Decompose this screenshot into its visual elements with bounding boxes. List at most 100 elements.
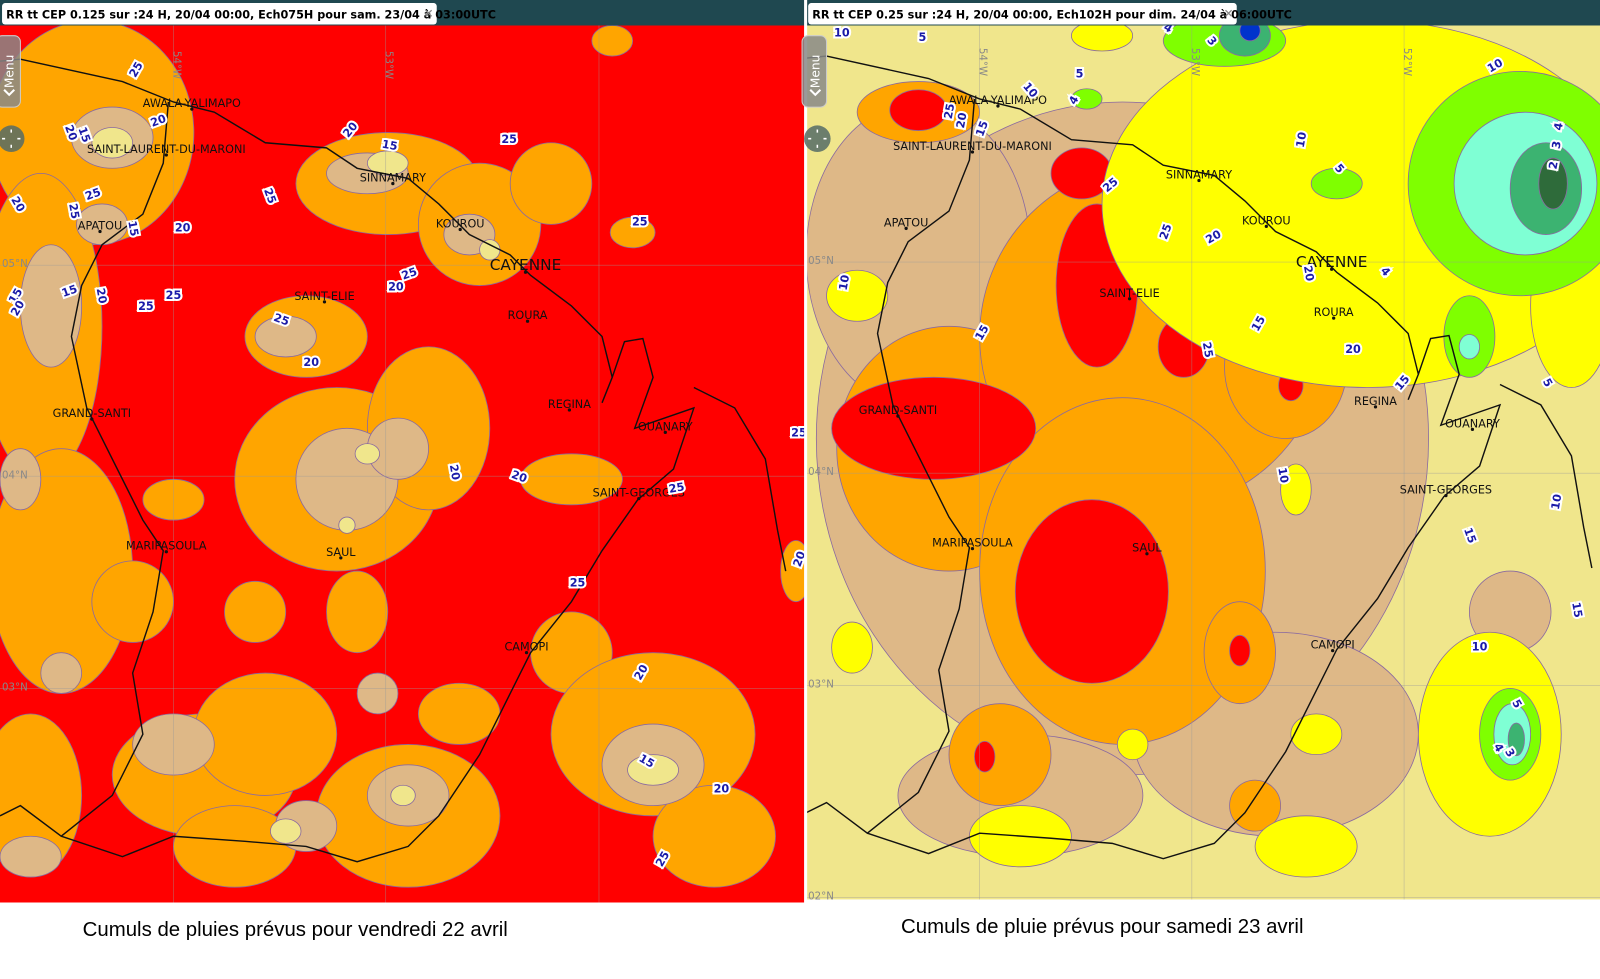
rain-area xyxy=(1071,88,1103,110)
place-label: ROURA xyxy=(1314,306,1354,319)
panel-divider xyxy=(804,0,808,903)
contour-label: 15 xyxy=(381,138,399,154)
border-line xyxy=(693,386,787,572)
place-dot xyxy=(1145,552,1149,556)
place-dot xyxy=(90,417,94,421)
border-line xyxy=(60,337,696,863)
rain-area xyxy=(338,516,356,534)
place-dot xyxy=(458,227,462,232)
rain-area xyxy=(1239,25,1261,42)
place-dot xyxy=(663,430,667,435)
grid-label: 53°W xyxy=(383,51,394,79)
contour-label: 10 xyxy=(1294,131,1310,149)
place-dot xyxy=(525,319,530,323)
menu-label[interactable]: Menu xyxy=(2,55,16,89)
place-label: OUANARY xyxy=(1445,417,1500,430)
rain-area xyxy=(91,560,174,643)
place-label: CAMOPI xyxy=(1311,639,1355,652)
place-label: AWALA-YALIMAPO xyxy=(949,94,1047,107)
contour-label: 20 xyxy=(175,221,191,234)
place-label: KOUROU xyxy=(1242,214,1291,227)
contour-label: 20 xyxy=(303,356,319,369)
rain-area xyxy=(831,376,1037,480)
contour-label: 25 xyxy=(668,480,686,496)
menu-chevron xyxy=(3,89,16,97)
place-dot xyxy=(567,408,572,412)
grid-label: 02°N xyxy=(808,891,834,902)
pan-control[interactable] xyxy=(0,125,25,152)
contour-label: 5 xyxy=(919,31,927,44)
rain-area xyxy=(1280,463,1312,516)
close-icon[interactable] xyxy=(1225,9,1233,17)
map-left: 54°W 53°W 05°N 04°N 03°N AWALA-YALIMAPO SAINT-… xyxy=(0,25,807,903)
border-line xyxy=(826,55,1420,401)
rain-area xyxy=(1458,334,1481,360)
place-dot xyxy=(896,414,900,418)
rain-area xyxy=(1507,722,1525,757)
menu-label[interactable]: Menu xyxy=(808,55,822,89)
grid-label: 54°W xyxy=(170,51,181,79)
place-label: SINNAMARY xyxy=(360,172,426,185)
place-dot xyxy=(190,107,194,111)
rain-area xyxy=(520,453,623,506)
place-label: REGINA xyxy=(548,398,591,411)
rain-area xyxy=(826,269,889,322)
border-line xyxy=(1499,383,1593,569)
caption: Cumuls de pluie prévus pour samedi 23 av… xyxy=(901,916,1303,938)
contour-label: 20 xyxy=(1301,265,1317,283)
contour-label: 15 xyxy=(125,220,141,238)
rain-area xyxy=(1310,167,1363,200)
place-label: REGINA xyxy=(1354,395,1397,408)
contour-label: 20 xyxy=(954,111,970,129)
contour-label: 25 xyxy=(570,576,586,589)
rain-area xyxy=(356,672,399,715)
grid-label: 04°N xyxy=(2,470,28,481)
close-icon[interactable] xyxy=(425,9,433,17)
rain-area xyxy=(91,127,134,159)
rain-area xyxy=(417,682,501,745)
place-dot xyxy=(164,153,168,157)
pan-arrows xyxy=(2,129,21,148)
rain-area xyxy=(254,315,317,358)
rain-area xyxy=(652,784,776,888)
rain-area xyxy=(40,652,83,694)
menu-tab[interactable] xyxy=(0,35,21,108)
rain-area xyxy=(1254,815,1358,878)
contour-label: 20 xyxy=(94,287,110,305)
place-dot xyxy=(98,229,102,234)
rain-area xyxy=(1538,157,1568,210)
border-line xyxy=(0,101,170,838)
place-label: OUANARY xyxy=(638,420,693,433)
contour-label: 25 xyxy=(942,102,958,120)
place-dot xyxy=(1264,224,1268,229)
grid-label: 54°W xyxy=(977,48,988,76)
title-tab xyxy=(2,3,437,25)
menu-tab[interactable] xyxy=(801,35,828,108)
grid-label: 04°N xyxy=(808,467,834,478)
rain-area xyxy=(509,142,593,225)
rain-area xyxy=(0,835,62,878)
rain-area xyxy=(366,150,409,176)
rain-area xyxy=(354,443,381,465)
contour-label: 15 xyxy=(1569,601,1585,619)
grid-label: 53°W xyxy=(1189,48,1200,76)
place-dot xyxy=(339,556,343,560)
pan-control[interactable] xyxy=(804,125,831,152)
map-right: 54°W 53°W 52°W 05°N 04°N 03°N 02°N AWALA-YALIMA… xyxy=(806,25,1600,902)
grid-label: 03°N xyxy=(2,682,28,693)
place-dot xyxy=(970,150,975,154)
place-label: SAUL xyxy=(326,546,356,559)
place-label: SAUL xyxy=(1132,542,1162,555)
place-label: MARIPASOULA xyxy=(126,540,207,553)
contour-label: 10 xyxy=(1549,493,1565,511)
place-dot xyxy=(523,270,528,274)
contour-label: 20 xyxy=(714,782,730,795)
panel-title: RR tt CEP 0.125 sur :24 H, 20/04 00:00, … xyxy=(6,8,496,21)
rain-area xyxy=(1014,499,1169,684)
contour-label: 25 xyxy=(791,426,807,439)
place-label: APATOU xyxy=(884,216,928,229)
place-label: CAMOPI xyxy=(504,641,548,654)
place-dot xyxy=(996,104,1000,108)
place-dot xyxy=(1470,427,1475,431)
